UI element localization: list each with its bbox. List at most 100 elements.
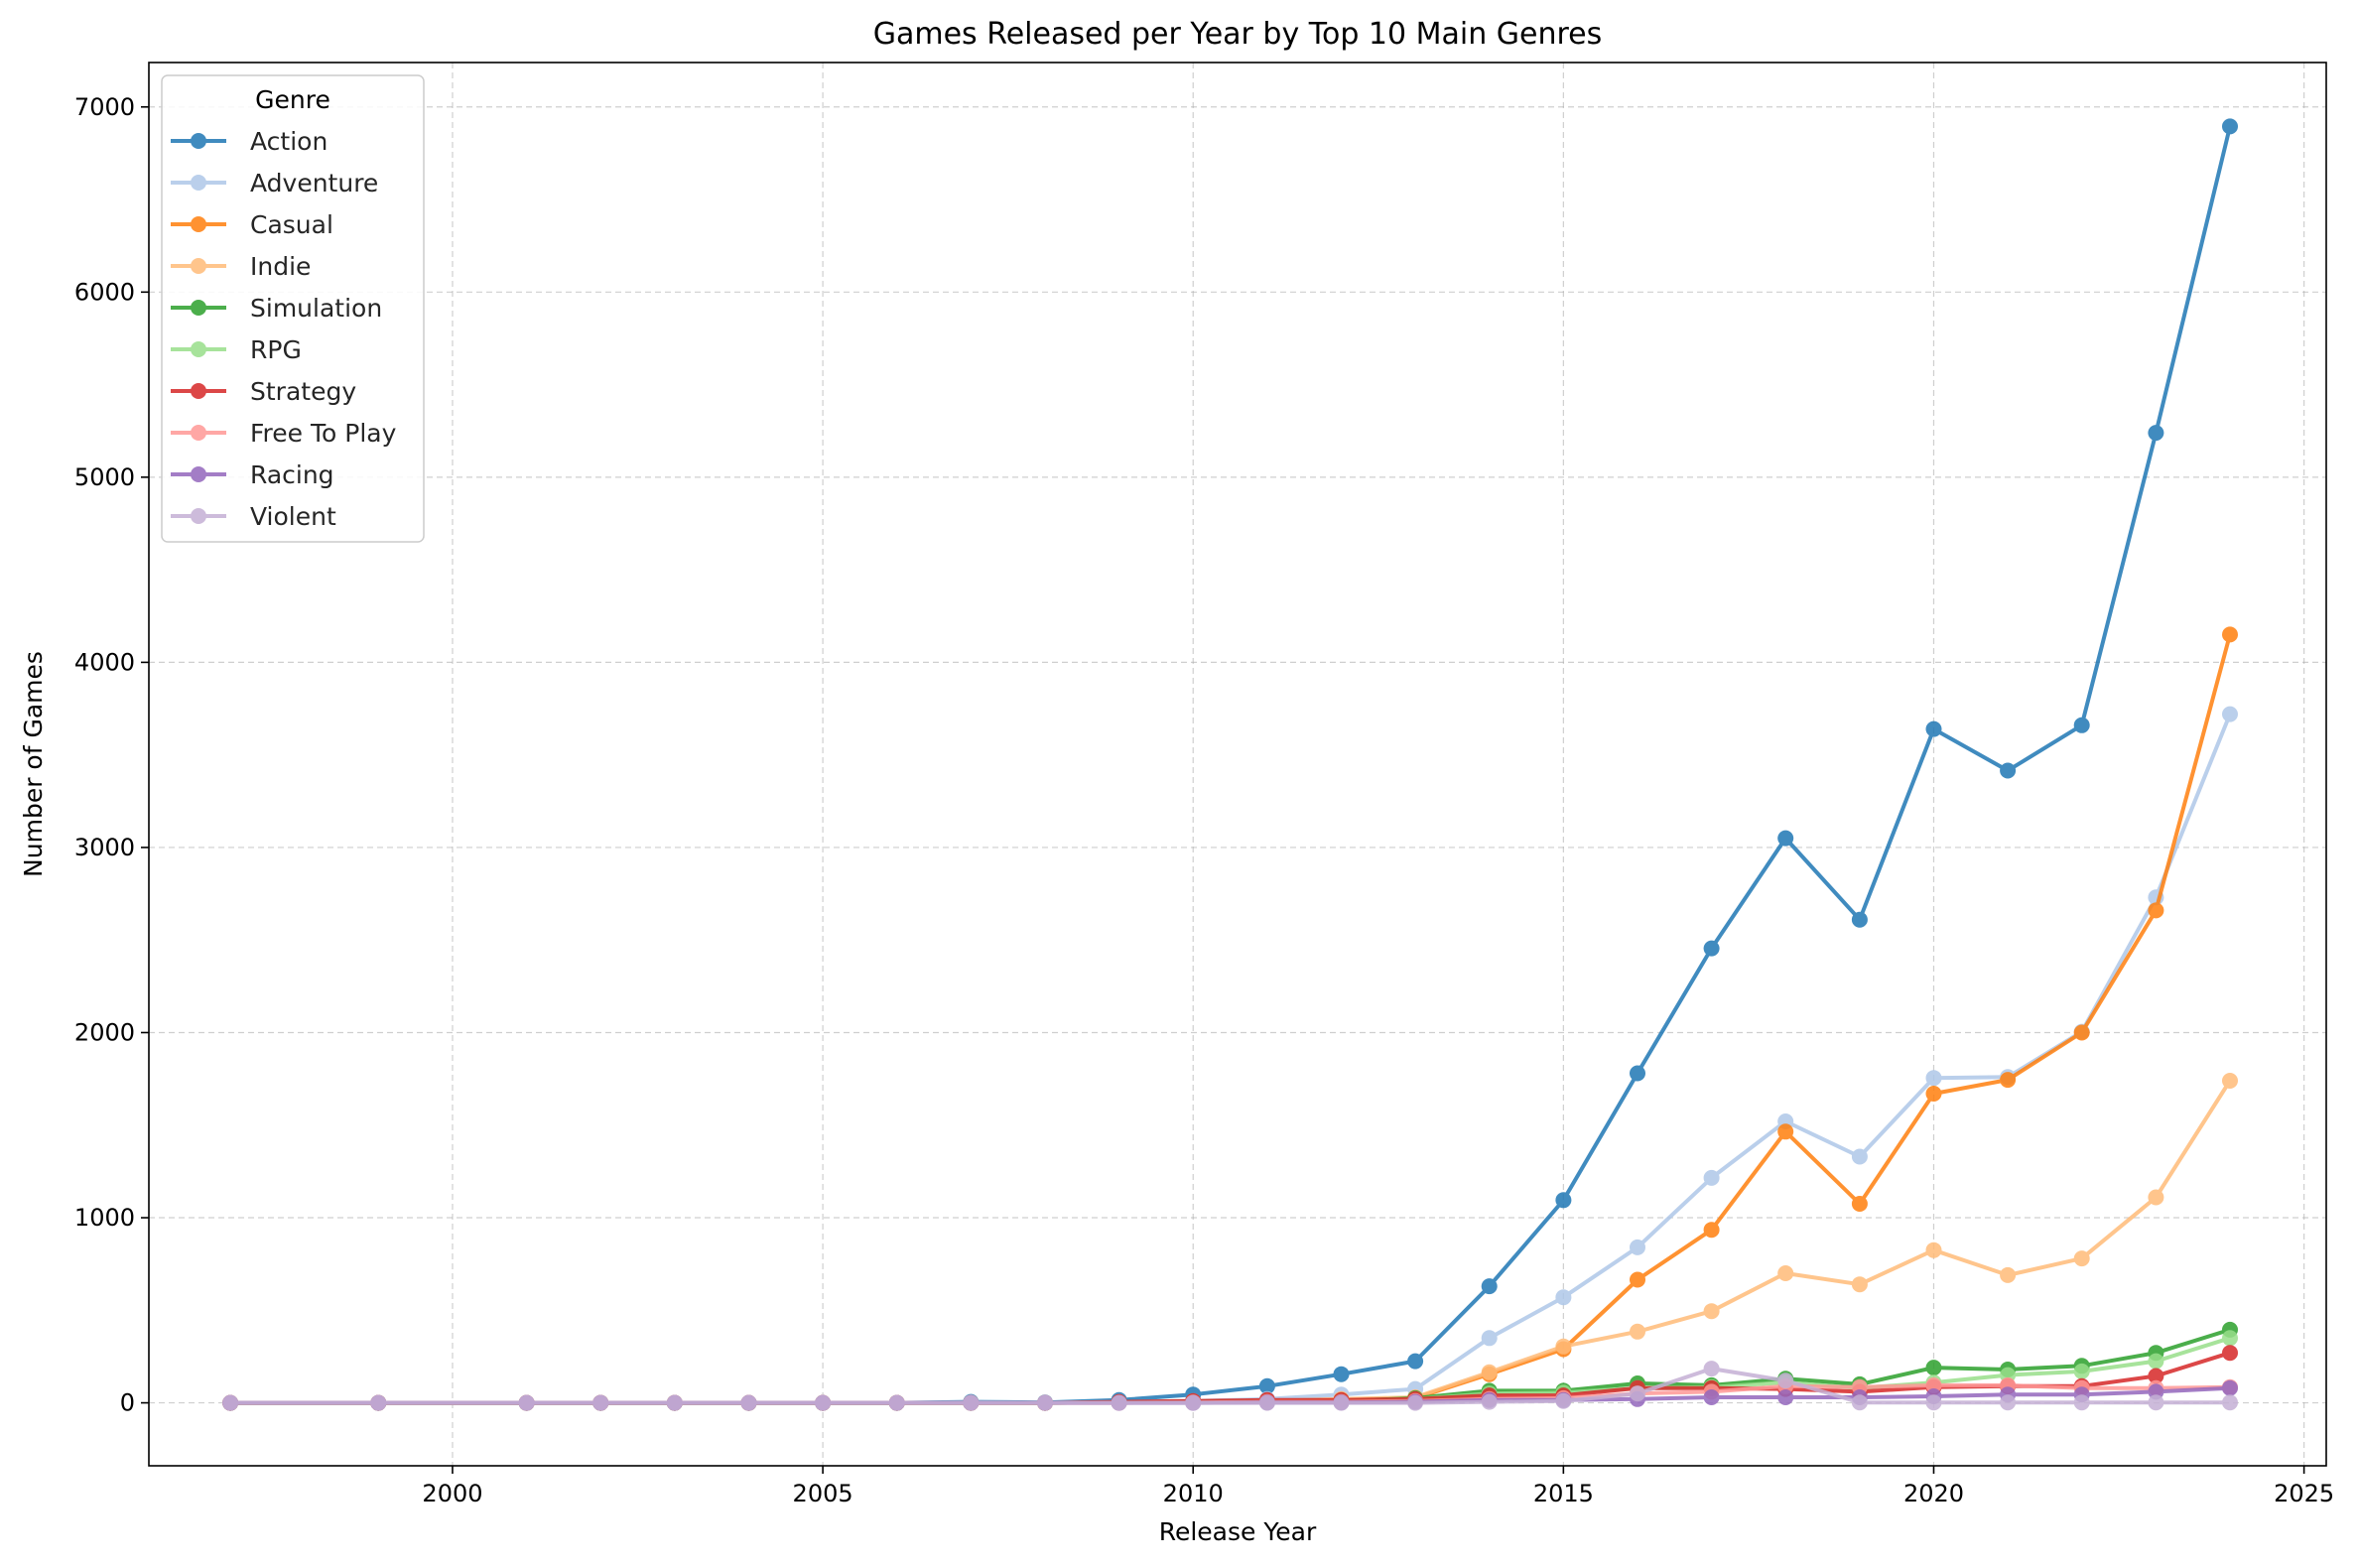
series-line-action [230, 125, 2232, 1405]
data-point-violent [740, 1394, 757, 1411]
x-axis: 2000 2005 2010 2015 2020 2025 [422, 1466, 2334, 1507]
legend-entry-racing: Racing [171, 460, 334, 489]
data-point-free-to-play [1925, 1376, 1942, 1393]
legend-marker [191, 300, 206, 316]
y-tick-label: 3000 [74, 834, 135, 861]
legend-title: Genre [255, 85, 330, 114]
y-tick-label: 4000 [74, 648, 135, 676]
data-point-action [1258, 1377, 1275, 1394]
legend-label: Casual [250, 210, 333, 239]
data-point-casual [2000, 1072, 2017, 1089]
data-point-violent [666, 1394, 683, 1411]
data-point-indie [1703, 1303, 1720, 1320]
legend-entry-strategy: Strategy [171, 377, 356, 406]
y-axis: 0 1000 2000 3000 4000 5000 6000 7000 [74, 93, 149, 1417]
data-point-violent [1703, 1361, 1720, 1377]
series-line-casual [230, 633, 2232, 1405]
series-adventure [222, 706, 2238, 1411]
data-point-action [1925, 720, 1942, 737]
series-casual [222, 626, 2238, 1411]
legend-label: Strategy [250, 377, 356, 406]
data-point-action [1630, 1065, 1645, 1082]
x-tick-label: 2015 [1533, 1480, 1594, 1507]
legend-label: Violent [250, 502, 336, 531]
data-point-violent [1185, 1394, 1202, 1411]
legend-marker [191, 216, 206, 232]
data-point-casual [2073, 1024, 2090, 1041]
data-point-casual [1777, 1123, 1794, 1140]
y-tick-label: 6000 [74, 278, 135, 306]
x-axis-label: Release Year [1159, 1517, 1317, 1546]
y-tick-label: 1000 [74, 1204, 135, 1232]
series-layer [222, 118, 2238, 1411]
data-point-racing [2222, 1379, 2238, 1396]
data-point-simulation [1925, 1360, 1942, 1376]
x-tick-label: 2025 [2274, 1480, 2334, 1507]
series-line-adventure [230, 713, 2232, 1405]
legend-label: Indie [250, 252, 311, 281]
y-tick-label: 0 [120, 1389, 135, 1417]
data-point-action [1777, 830, 1794, 847]
data-point-violent [1555, 1392, 1572, 1409]
data-point-action [1703, 940, 1720, 957]
series-line-violent [230, 1367, 2230, 1405]
legend-entry-rpg: RPG [171, 335, 302, 364]
data-point-violent [1851, 1394, 1868, 1411]
data-point-indie [2073, 1250, 2090, 1267]
data-point-violent [592, 1394, 609, 1411]
legend-marker [191, 175, 206, 191]
data-point-adventure [1851, 1148, 1868, 1165]
data-point-action [2148, 425, 2164, 442]
data-point-violent [370, 1394, 387, 1411]
data-point-indie [2000, 1266, 2017, 1283]
data-point-indie [1851, 1276, 1868, 1293]
data-point-adventure [1555, 1289, 1572, 1306]
data-point-action [2073, 717, 2090, 733]
data-point-violent [1037, 1394, 1053, 1411]
data-point-indie [2148, 1189, 2164, 1206]
data-point-indie [1777, 1265, 1794, 1281]
data-point-indie [1481, 1364, 1498, 1380]
data-point-strategy [2148, 1368, 2164, 1384]
data-point-casual [1851, 1196, 1868, 1212]
legend-label: RPG [250, 335, 302, 364]
legend-label: Simulation [250, 294, 382, 323]
data-point-indie [1555, 1338, 1572, 1355]
legend-entry-simulation: Simulation [171, 294, 382, 323]
data-point-violent [1630, 1385, 1645, 1402]
data-point-violent [1333, 1394, 1350, 1411]
series-action [222, 118, 2238, 1411]
x-tick-label: 2010 [1163, 1480, 1224, 1507]
data-point-rpg [2073, 1363, 2090, 1379]
y-axis-label: Number of Games [19, 651, 48, 877]
data-point-indie [1925, 1241, 1942, 1258]
data-point-action [2000, 762, 2017, 779]
data-point-violent [1407, 1394, 1424, 1411]
data-point-casual [2222, 626, 2238, 643]
legend-marker [191, 341, 206, 357]
legend-marker [191, 425, 206, 441]
data-point-rpg [2222, 1330, 2238, 1347]
data-point-violent [1111, 1394, 1127, 1411]
legend-entry-free-to-play: Free To Play [171, 419, 397, 448]
data-point-adventure [2222, 706, 2238, 722]
legend-label: Free To Play [250, 419, 397, 448]
legend-entry-violent: Violent [171, 502, 336, 531]
chart-title: Games Released per Year by Top 10 Main G… [873, 17, 1603, 52]
data-point-violent [2000, 1394, 2017, 1411]
data-point-violent [1777, 1372, 1794, 1389]
data-point-action [2222, 118, 2238, 135]
data-point-adventure [1630, 1239, 1645, 1255]
data-point-action [1407, 1353, 1424, 1370]
data-point-violent [888, 1394, 905, 1411]
data-point-violent [1258, 1394, 1275, 1411]
legend-label: Action [250, 127, 328, 156]
data-point-violent [2073, 1394, 2090, 1411]
data-point-racing [1703, 1389, 1720, 1405]
data-point-violent [963, 1394, 980, 1411]
legend-label: Racing [250, 460, 334, 489]
x-tick-label: 2000 [422, 1480, 482, 1507]
data-point-rpg [2148, 1353, 2164, 1370]
y-tick-label: 5000 [74, 463, 135, 491]
data-point-violent [1925, 1394, 1942, 1411]
